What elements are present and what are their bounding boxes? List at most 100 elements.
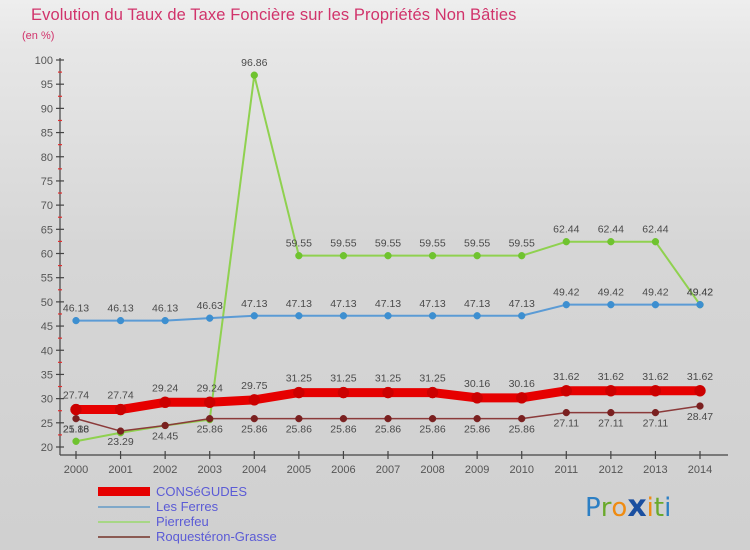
data-point[interactable]	[473, 252, 481, 260]
data-point[interactable]	[72, 437, 80, 445]
data-point[interactable]	[70, 403, 82, 416]
data-point[interactable]	[250, 71, 258, 79]
data-label: 31.62	[598, 371, 624, 383]
legend-swatch-conseguedes	[98, 487, 150, 496]
x-tick-label: 2012	[599, 464, 623, 476]
data-point[interactable]	[293, 386, 305, 399]
y-tick-label: 90	[41, 103, 53, 115]
data-point[interactable]	[159, 396, 171, 409]
data-point[interactable]	[607, 408, 615, 417]
data-point[interactable]	[295, 252, 303, 260]
data-label: 29.75	[241, 380, 267, 392]
legend-item-3[interactable]: Roquestéron-Grasse	[98, 529, 438, 544]
logo-letter: i	[664, 493, 672, 523]
data-label: 59.55	[464, 238, 490, 250]
data-point[interactable]	[384, 415, 392, 423]
data-point[interactable]	[384, 312, 392, 320]
series-roquest-ron-grasse	[72, 402, 704, 435]
data-point[interactable]	[114, 403, 127, 416]
x-tick-label: 2005	[287, 464, 311, 476]
data-point[interactable]	[339, 312, 348, 320]
data-label: 59.55	[419, 238, 445, 250]
y-tick-label: 100	[35, 55, 53, 67]
legend-item-0[interactable]: CONSéGUDES	[98, 484, 438, 499]
logo-letter: P	[585, 493, 601, 523]
data-label: 30.16	[509, 378, 535, 390]
data-point[interactable]	[518, 415, 526, 423]
data-label: 25.86	[63, 424, 89, 436]
data-point[interactable]	[607, 301, 615, 309]
x-tick-label: 2006	[331, 464, 355, 476]
data-point[interactable]	[651, 408, 660, 417]
data-label: 47.13	[241, 298, 267, 310]
data-point[interactable]	[651, 301, 660, 309]
data-point[interactable]	[339, 252, 348, 260]
data-point[interactable]	[518, 312, 526, 320]
data-point[interactable]	[649, 385, 662, 397]
data-point[interactable]	[161, 421, 169, 430]
data-point[interactable]	[607, 238, 615, 246]
data-label: 47.13	[464, 298, 490, 310]
data-point[interactable]	[161, 316, 169, 325]
data-point[interactable]	[250, 312, 258, 320]
x-tick-label: 2003	[197, 464, 221, 476]
data-point[interactable]	[248, 394, 261, 406]
data-point[interactable]	[562, 238, 570, 246]
data-point[interactable]	[696, 402, 704, 410]
data-label: 49.42	[687, 287, 713, 299]
data-label: 31.62	[687, 371, 713, 383]
data-point[interactable]	[428, 312, 437, 320]
y-tick-label: 95	[41, 79, 53, 91]
data-label: 21.18	[63, 423, 89, 435]
data-point[interactable]	[72, 316, 80, 325]
legend-item-2[interactable]: Pierrefeu	[98, 514, 438, 529]
data-point[interactable]	[473, 312, 481, 320]
data-point[interactable]	[518, 252, 526, 260]
data-point[interactable]	[116, 316, 125, 325]
data-point[interactable]	[471, 392, 483, 404]
data-point[interactable]	[384, 252, 392, 260]
data-label: 46.13	[107, 303, 133, 315]
data-point[interactable]	[696, 301, 704, 309]
data-point[interactable]	[339, 415, 348, 423]
data-point[interactable]	[651, 238, 660, 246]
data-point[interactable]	[562, 408, 570, 417]
logo-letter: o	[611, 493, 628, 523]
proxiti-logo[interactable]: Proxiti	[585, 489, 671, 524]
y-tick-label: 20	[41, 442, 53, 454]
data-label: 49.42	[598, 287, 624, 299]
data-label: 49.42	[687, 287, 713, 299]
data-point[interactable]	[206, 314, 214, 322]
data-label: 27.11	[643, 418, 669, 430]
chart-legend: CONSéGUDES Les Ferres Pierrefeu Roquesté…	[98, 484, 438, 544]
data-label: 29.24	[197, 382, 223, 394]
data-point[interactable]	[428, 252, 437, 260]
data-point[interactable]	[295, 312, 303, 320]
data-point[interactable]	[72, 415, 80, 423]
x-tick-label: 2004	[242, 464, 266, 476]
data-point[interactable]	[562, 301, 570, 309]
legend-swatch-pierrefeu	[98, 520, 150, 523]
data-point[interactable]	[116, 427, 125, 435]
data-point[interactable]	[337, 386, 350, 399]
data-point[interactable]	[428, 415, 437, 423]
x-tick-label: 2007	[376, 464, 400, 476]
data-label: 46.13	[152, 303, 178, 315]
data-point[interactable]	[250, 415, 258, 423]
data-point[interactable]	[694, 385, 706, 397]
data-point[interactable]	[295, 415, 303, 423]
data-point[interactable]	[206, 415, 214, 423]
data-label: 25.86	[286, 424, 312, 436]
data-point[interactable]	[605, 385, 617, 397]
data-point[interactable]	[426, 386, 439, 399]
page-subtitle: (en %)	[22, 30, 55, 42]
data-point[interactable]	[515, 392, 528, 404]
data-point[interactable]	[203, 396, 216, 409]
data-point[interactable]	[560, 385, 573, 397]
page-title: Evolution du Taux de Taxe Foncière sur l…	[31, 6, 517, 24]
data-point[interactable]	[473, 415, 481, 423]
data-label: 47.13	[286, 298, 312, 310]
data-point[interactable]	[382, 386, 394, 399]
legend-item-1[interactable]: Les Ferres	[98, 499, 438, 514]
